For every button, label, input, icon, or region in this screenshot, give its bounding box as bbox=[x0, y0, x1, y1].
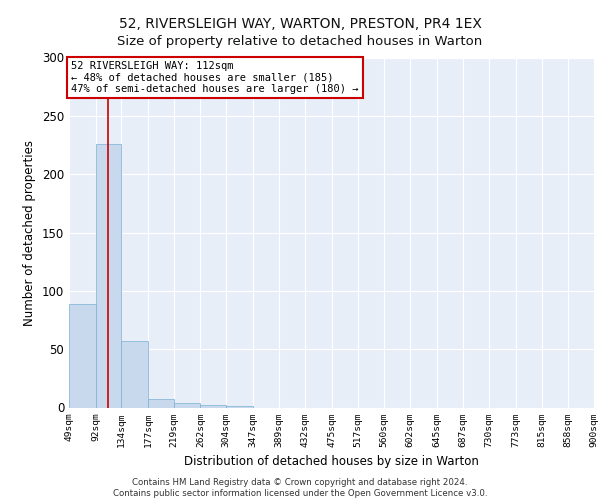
Bar bbox=[148, 400, 174, 407]
Bar bbox=[226, 406, 253, 408]
Bar bbox=[121, 341, 148, 407]
Text: 52 RIVERSLEIGH WAY: 112sqm
← 48% of detached houses are smaller (185)
47% of sem: 52 RIVERSLEIGH WAY: 112sqm ← 48% of deta… bbox=[71, 61, 358, 94]
X-axis label: Distribution of detached houses by size in Warton: Distribution of detached houses by size … bbox=[184, 455, 479, 468]
Bar bbox=[174, 403, 200, 407]
Bar bbox=[200, 405, 226, 407]
Bar bbox=[69, 304, 95, 408]
Text: 52, RIVERSLEIGH WAY, WARTON, PRESTON, PR4 1EX: 52, RIVERSLEIGH WAY, WARTON, PRESTON, PR… bbox=[119, 18, 481, 32]
Bar bbox=[95, 144, 121, 407]
Text: Size of property relative to detached houses in Warton: Size of property relative to detached ho… bbox=[118, 35, 482, 48]
Y-axis label: Number of detached properties: Number of detached properties bbox=[23, 140, 37, 326]
Text: Contains HM Land Registry data © Crown copyright and database right 2024.
Contai: Contains HM Land Registry data © Crown c… bbox=[113, 478, 487, 498]
